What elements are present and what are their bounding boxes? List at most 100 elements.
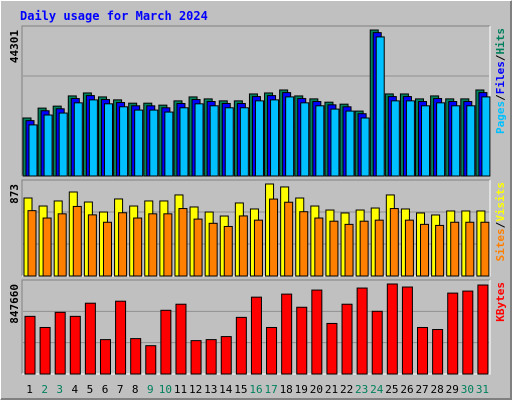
bar [417, 326, 429, 375]
bar [254, 100, 264, 177]
bar [314, 217, 324, 277]
bar [266, 326, 278, 375]
bar [435, 224, 445, 277]
bar [330, 108, 340, 177]
bar [450, 221, 460, 277]
bar [239, 107, 249, 177]
bar [42, 217, 52, 277]
x-tick-label: 13 [204, 383, 217, 396]
bar [390, 100, 400, 177]
bar [329, 220, 339, 277]
y-tick-label: 873 [8, 184, 21, 204]
bar [451, 105, 461, 177]
bar [72, 205, 82, 277]
x-tick-label: 22 [340, 383, 353, 396]
bar [39, 326, 51, 375]
legend: Pages/Files/Hits [494, 28, 507, 134]
bar [462, 290, 474, 375]
bar [194, 103, 204, 177]
legend-entry: Hits [494, 28, 507, 55]
x-tick-label: 27 [415, 383, 428, 396]
bar [69, 315, 81, 375]
legend: KBytes [494, 282, 507, 322]
bar [344, 223, 354, 277]
bar [285, 96, 295, 177]
bar [115, 300, 127, 375]
bar [296, 306, 308, 375]
legend-separator: / [494, 94, 507, 101]
x-tick-label: 10 [159, 383, 172, 396]
bar [43, 114, 53, 177]
bar [149, 109, 159, 177]
x-tick-label: 21 [325, 383, 338, 396]
bar [374, 219, 384, 277]
x-tick-label: 4 [72, 383, 79, 396]
legend-entry: Pages [494, 101, 507, 134]
x-tick-label: 7 [117, 383, 124, 396]
x-tick-label: 16 [249, 383, 262, 396]
x-tick-label: 25 [385, 383, 398, 396]
bar [209, 105, 219, 177]
panel-edge-dark [21, 279, 490, 374]
legend-entry: Visits [494, 182, 507, 222]
bar [359, 220, 369, 277]
bar [163, 213, 173, 277]
legend-entry: Sites [494, 228, 507, 261]
bar [84, 302, 96, 375]
bar [193, 218, 203, 277]
bar [160, 309, 172, 375]
bar [421, 105, 431, 177]
bar [145, 345, 157, 375]
bar [375, 36, 385, 177]
bar [238, 215, 248, 277]
x-tick-label: 24 [370, 383, 384, 396]
bar [341, 303, 353, 375]
bar [299, 211, 309, 277]
bar [28, 124, 38, 177]
bar [235, 316, 247, 375]
bar [102, 221, 112, 277]
x-tick-label: 6 [102, 383, 109, 396]
bar [148, 213, 158, 277]
x-tick-label: 18 [280, 383, 293, 396]
bar [326, 322, 338, 375]
bar [360, 117, 370, 177]
x-tick-label: 2 [41, 383, 48, 396]
bar [481, 96, 491, 177]
bar [24, 315, 36, 375]
bar [405, 100, 415, 177]
bar [253, 219, 263, 277]
panel-edge-dark [21, 179, 490, 276]
bar [133, 217, 143, 277]
x-tick-label: 23 [355, 383, 368, 396]
bar [389, 208, 399, 277]
bar [371, 310, 383, 375]
bar [269, 198, 279, 277]
legend: Sites/Visits [494, 182, 507, 262]
bar [103, 103, 113, 177]
x-tick-label: 28 [431, 383, 444, 396]
chart-title: Daily usage for March 2024 [20, 9, 208, 23]
bar [447, 292, 459, 375]
bar [178, 208, 188, 277]
bar [118, 212, 128, 277]
bar [27, 210, 37, 277]
x-tick-label: 30 [461, 383, 474, 396]
x-tick-label: 5 [87, 383, 94, 396]
x-tick-label: 14 [219, 383, 233, 396]
x-tick-label: 17 [264, 383, 277, 396]
x-tick-label: 1 [26, 383, 33, 396]
x-tick-label: 19 [295, 383, 308, 396]
bar [164, 111, 174, 177]
bar [311, 289, 323, 375]
bar [223, 225, 233, 277]
bar [54, 311, 66, 375]
x-tick-label: 3 [56, 383, 63, 396]
x-tick-label: 12 [189, 383, 202, 396]
bar [130, 338, 142, 375]
x-tick-label: 29 [446, 383, 459, 396]
legend-separator: / [494, 221, 507, 228]
bar [420, 223, 430, 277]
bar [356, 287, 368, 375]
